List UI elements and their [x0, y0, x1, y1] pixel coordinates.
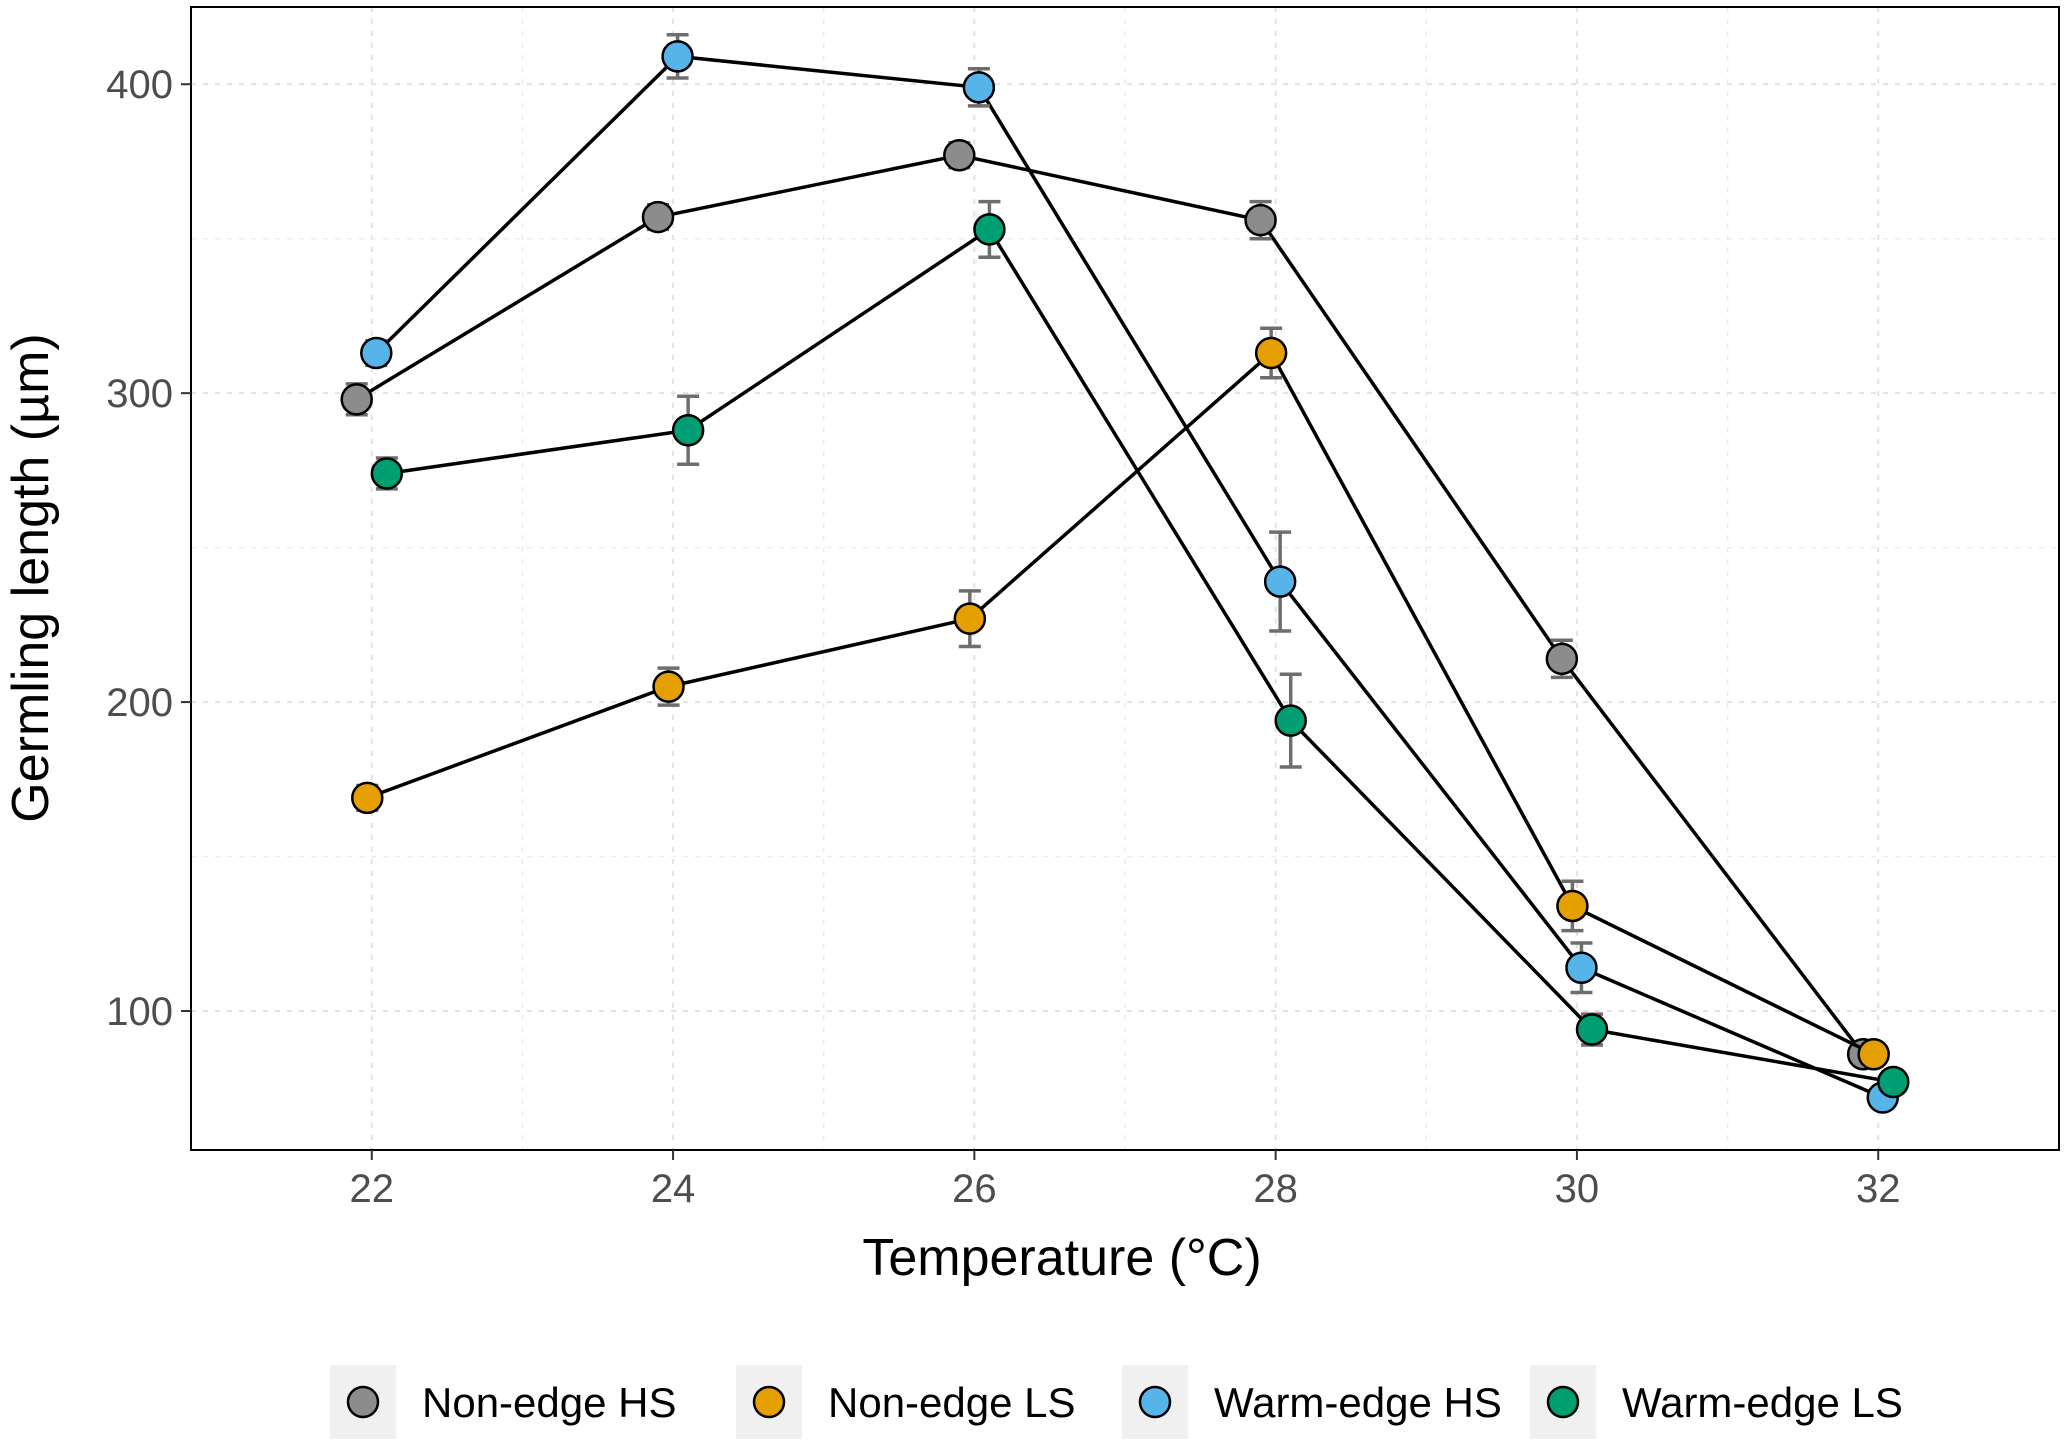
x-tick-label: 24	[651, 1167, 696, 1211]
data-point	[673, 415, 703, 445]
legend-label: Warm-edge HS	[1214, 1379, 1502, 1426]
legend-label: Non-edge HS	[422, 1379, 676, 1426]
legend-key-marker	[1548, 1387, 1578, 1417]
legend-key-marker	[754, 1387, 784, 1417]
data-point	[352, 783, 382, 813]
data-point	[955, 604, 985, 634]
germling-length-chart: 22 24 26 28 30 32 100 200 300 400 Temperature (°C…	[0, 0, 2065, 1441]
x-tick-label: 28	[1253, 1167, 1298, 1211]
data-point	[1566, 953, 1596, 983]
legend-label: Non-edge LS	[828, 1379, 1076, 1426]
x-tick-label: 30	[1555, 1167, 1600, 1211]
data-point	[1557, 891, 1587, 921]
data-point	[1246, 205, 1276, 235]
data-point	[944, 140, 974, 170]
legend-key-marker	[1140, 1387, 1170, 1417]
x-tick-label: 32	[1856, 1167, 1901, 1211]
y-tick-label: 100	[106, 990, 173, 1034]
chart-background	[0, 0, 2065, 1441]
x-axis-title: Temperature (°C)	[862, 1229, 1261, 1287]
data-point	[663, 41, 693, 71]
legend-key-marker	[348, 1387, 378, 1417]
data-point	[361, 338, 391, 368]
y-axis-title: Germling length (µm)	[2, 333, 60, 822]
y-tick-label: 300	[106, 372, 173, 416]
data-point	[1878, 1067, 1908, 1097]
data-point	[372, 458, 402, 488]
x-tick-label: 22	[350, 1167, 395, 1211]
data-point	[1547, 644, 1577, 674]
data-point	[1265, 567, 1295, 597]
data-point	[1859, 1039, 1889, 1069]
data-point	[1256, 338, 1286, 368]
data-point	[643, 202, 673, 232]
data-point	[342, 384, 372, 414]
y-tick-label: 400	[106, 63, 173, 107]
data-point	[1276, 706, 1306, 736]
x-tick-label: 26	[952, 1167, 997, 1211]
data-point	[654, 672, 684, 702]
data-point	[964, 72, 994, 102]
data-point	[974, 214, 1004, 244]
data-point	[1577, 1015, 1607, 1045]
y-tick-label: 200	[106, 681, 173, 725]
legend-label: Warm-edge LS	[1622, 1379, 1903, 1426]
